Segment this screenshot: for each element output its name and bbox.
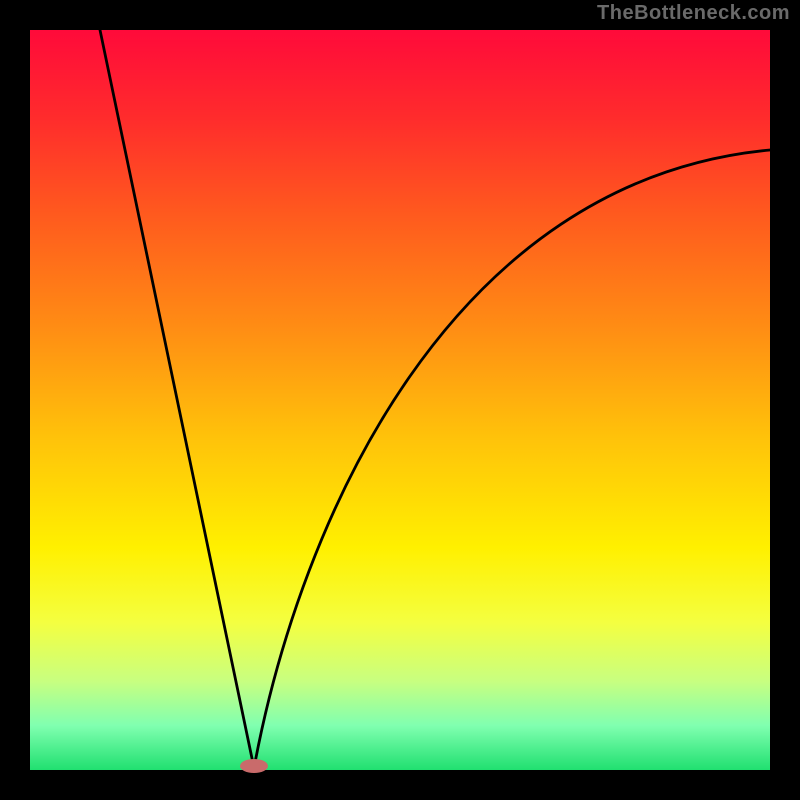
optimal-marker [240,759,268,773]
watermark-text: TheBottleneck.com [597,2,790,25]
chart-canvas: TheBottleneck.com [0,0,800,800]
chart-svg [0,0,800,800]
plot-area [30,30,770,770]
